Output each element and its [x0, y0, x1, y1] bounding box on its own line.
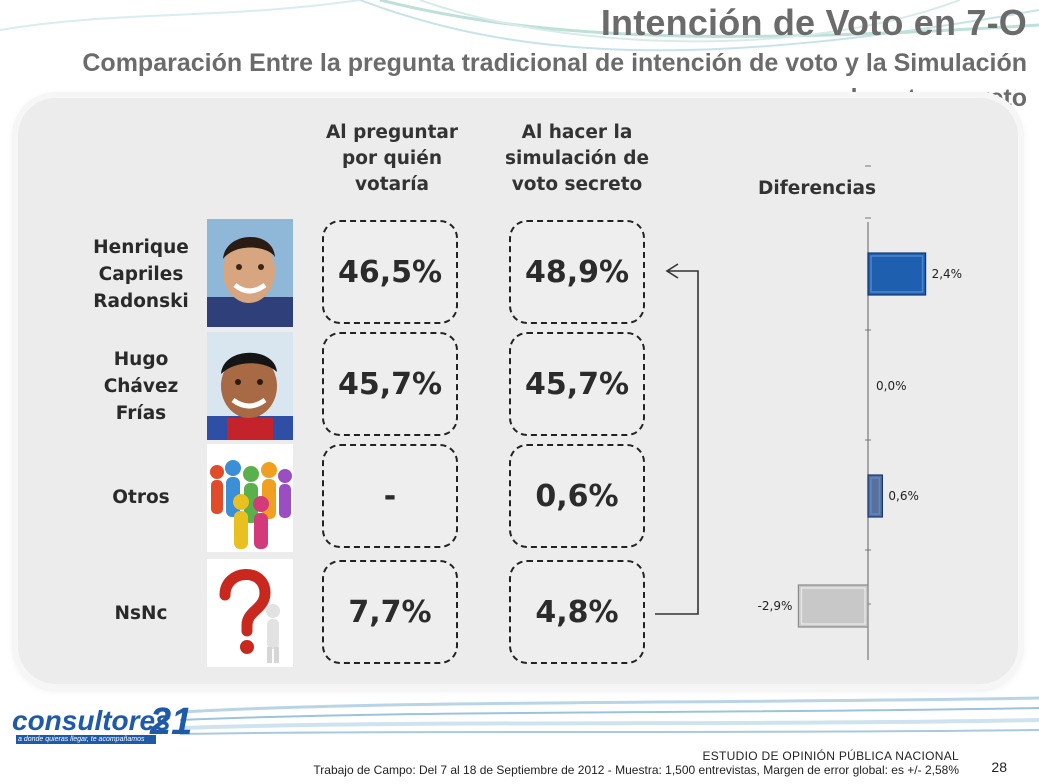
name-line: Radonski [93, 291, 189, 312]
background-swirl [0, 0, 1039, 52]
bar-otros [867, 474, 883, 518]
name-line: Chávez [103, 376, 179, 397]
slide-title: Intención de Voto en 7-O [600, 2, 1027, 43]
column-header-differences: Diferencias [758, 178, 876, 199]
question-mark-figure-image [207, 559, 293, 667]
column-header-secret: Al hacer la simulación de voto secreto [504, 122, 650, 195]
column-header-traditional: Al preguntar por quién votaría [325, 122, 459, 195]
name-line: Henrique [93, 237, 189, 258]
data-label: 0,6% [888, 489, 919, 503]
logo-number: 21 [150, 701, 193, 743]
secret-value-nsnc: 4,8% [509, 560, 645, 664]
crowd-figures-image [207, 444, 293, 552]
bar-henrique-capriles-radonski [867, 252, 927, 296]
name-line: Hugo [113, 349, 169, 370]
bar-bevel [800, 587, 866, 625]
candidate-name-capriles: Henrique Capriles Radonski [74, 234, 208, 315]
footer-stripes [179, 696, 1039, 735]
name-line: Otros [112, 487, 170, 508]
traditional-value-chavez: 45,7% [322, 332, 458, 436]
traditional-value-nsnc: 7,7% [322, 560, 458, 664]
candidate-name-nsnc: NsNc [74, 600, 208, 627]
traditional-value-capriles: 46,5% [322, 220, 458, 324]
name-line: Frías [115, 403, 167, 424]
traditional-value-otros: - [322, 444, 458, 548]
name-line: NsNc [114, 603, 168, 624]
bar-bevel [870, 477, 881, 515]
bar-bevel [870, 255, 924, 293]
secret-value-chavez: 45,7% [509, 332, 645, 436]
secret-value-otros: 0,6% [509, 444, 645, 548]
data-label: 0,0% [876, 379, 907, 393]
logo-tagline: a donde quieras llegar, te acompañamos [16, 735, 156, 744]
secret-value-capriles: 48,9% [509, 220, 645, 324]
data-label: 2,4% [932, 267, 963, 281]
footer-fieldwork-details: Trabajo de Campo: Del 7 al 18 de Septiem… [313, 763, 959, 777]
candidate-name-chavez: Hugo Chávez Frías [74, 346, 208, 427]
capriles-photo [207, 219, 293, 327]
name-line: Capriles [98, 264, 184, 285]
footer-study-title: ESTUDIO DE OPINIÓN PÚBLICA NACIONAL [702, 749, 959, 763]
bar-nsnc [797, 584, 869, 628]
logo-name: consultores [12, 705, 171, 736]
candidate-name-otros: Otros [74, 484, 208, 511]
data-label: -2,9% [758, 599, 793, 613]
chavez-photo [207, 332, 293, 440]
page-number: 28 [991, 759, 1007, 775]
consultores21-logo: consultores 21 a donde quieras llegar, t… [12, 701, 192, 747]
